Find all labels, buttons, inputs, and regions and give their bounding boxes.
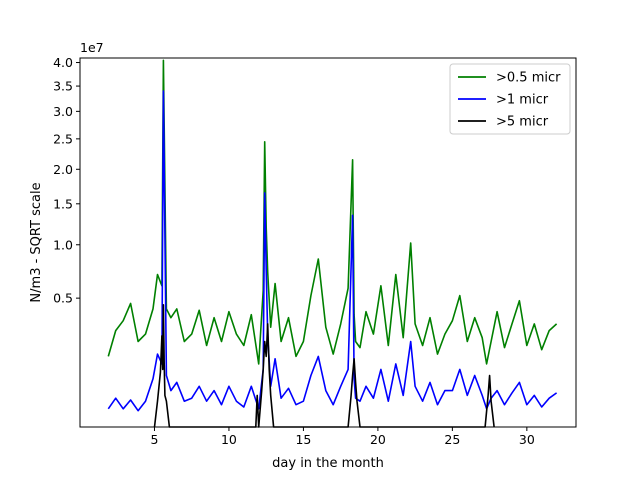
y-offset-label: 1e7: [80, 40, 104, 55]
series-line-5-micr: [153, 303, 495, 428]
y-axis-ticks: 0.5 1.0 1.5 2.0 2.5 3.0 3.5 4.0: [53, 55, 80, 306]
x-axis-label: day in the month: [272, 456, 384, 471]
y-tick-label: 3.5: [53, 79, 73, 94]
x-tick-label: 20: [370, 432, 386, 447]
y-tick-label: 4.0: [53, 55, 73, 70]
x-axis-ticks: 5 10 15 20 25 30: [150, 427, 535, 447]
y-tick-label: 0.5: [53, 291, 73, 306]
axes-frame: [79, 57, 577, 428]
legend-entry-label: >5 micr: [496, 115, 549, 130]
series-layer: [107, 59, 558, 428]
y-tick-label: 2.0: [53, 162, 73, 177]
legend-entry-label: >0.5 micr: [496, 71, 561, 86]
legend-box: [449, 63, 571, 135]
y-tick-label: 3.0: [53, 104, 73, 119]
legend-entry-label: >1 micr: [496, 93, 549, 108]
x-tick-label: 15: [295, 432, 311, 447]
y-tick-label: 1.5: [53, 196, 73, 211]
series-line-1-micr: [107, 90, 558, 412]
y-tick-label: 1.0: [53, 237, 73, 252]
y-axis-label: N/m3 - SQRT scale: [29, 182, 44, 302]
x-tick-label: 25: [444, 432, 460, 447]
x-tick-label: 10: [221, 432, 237, 447]
series-line-0p5-micr: [107, 59, 558, 365]
legend: >0.5 micr >1 micr >5 micr: [449, 63, 571, 135]
y-tick-label: 2.5: [53, 131, 73, 146]
x-tick-label: 30: [519, 432, 535, 447]
x-tick-label: 5: [150, 432, 158, 447]
